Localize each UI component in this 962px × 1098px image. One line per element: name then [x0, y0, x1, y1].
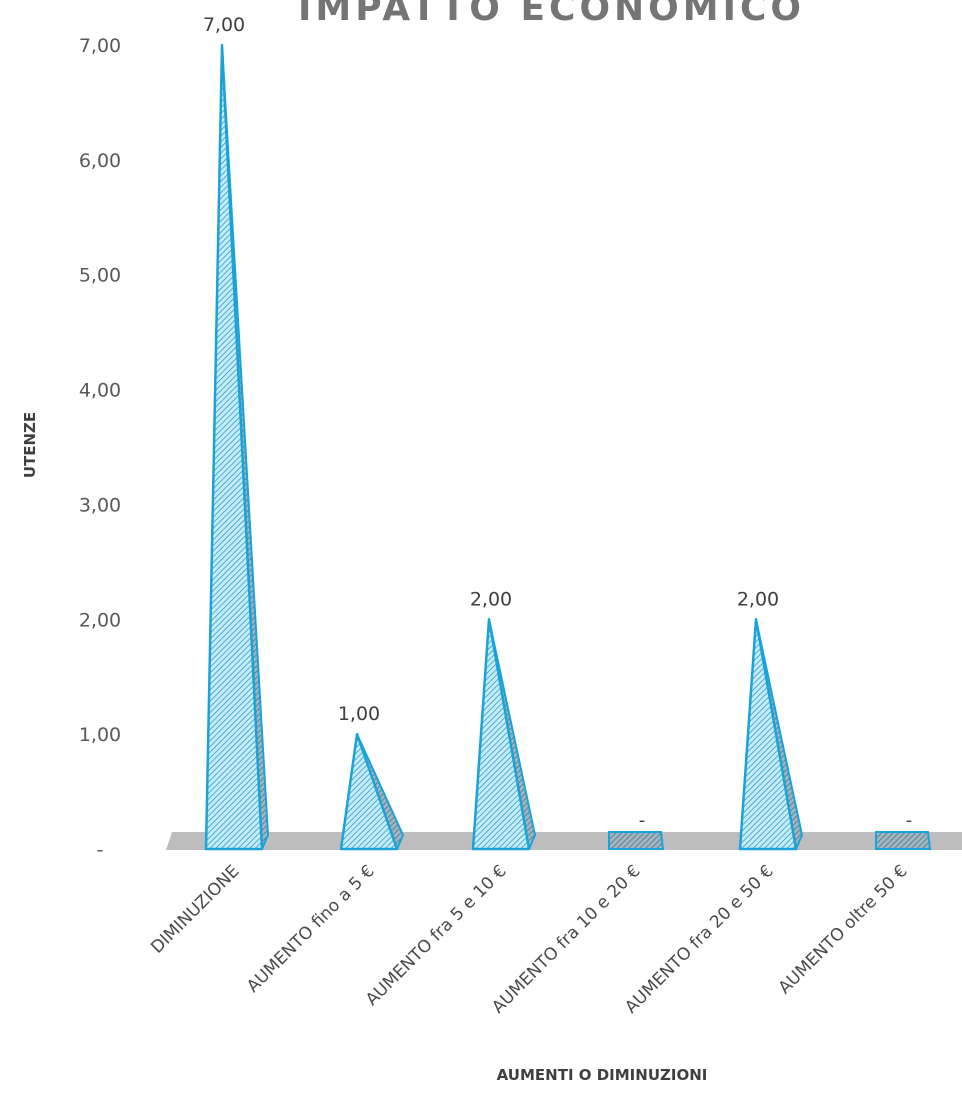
x-tick-label: DIMINUZIONE — [147, 861, 243, 957]
data-label: - — [906, 810, 913, 831]
y-tick-label: 5,00 — [79, 265, 121, 287]
y-tick-label: 2,00 — [79, 609, 121, 631]
chart-marks: 7,00 1,00 2,00 - 2,00 - — [203, 14, 932, 851]
y-tick-label: 7,00 — [79, 35, 121, 57]
x-axis-label: AUMENTI O DIMINUZIONI — [496, 1066, 708, 1084]
bar: - — [608, 810, 665, 850]
bar: 7,00 — [203, 14, 269, 851]
data-label: 1,00 — [338, 703, 380, 725]
bar: - — [875, 810, 932, 850]
y-tick-label: 1,00 — [79, 724, 121, 746]
x-axis: DIMINUZIONE AUMENTO fino a 5 €AUMENTO fra… — [147, 861, 911, 1017]
bar: 2,00 — [737, 588, 803, 851]
chart-floor — [166, 832, 962, 850]
x-tick-label: AUMENTO oltre 50 € — [775, 861, 912, 998]
x-tick-label: AUMENTO fra 5 e 10 € — [362, 861, 511, 1010]
y-tick-label: 4,00 — [79, 380, 121, 402]
data-label: 7,00 — [203, 14, 245, 36]
x-tick-label: AUMENTO fra 10 e 20 € — [488, 861, 644, 1017]
bar: 1,00 — [338, 703, 404, 851]
bar: 2,00 — [470, 588, 536, 851]
y-tick-label: 6,00 — [79, 150, 121, 172]
bar-flat — [608, 831, 665, 850]
chart-title: IMPATTO ECONOMICO — [298, 0, 806, 29]
y-tick-label: - — [97, 839, 104, 861]
bar-face — [339, 732, 399, 851]
bar-face — [204, 43, 264, 851]
y-axis-label: UTENZE — [21, 411, 39, 479]
bar-flat — [875, 831, 932, 850]
x-tick-label: AUMENTO fra 20 e 50 € — [621, 861, 777, 1017]
bar-face — [471, 618, 531, 851]
y-tick-label: 3,00 — [79, 494, 121, 516]
bar-face — [738, 618, 798, 851]
x-tick-label: AUMENTO fino a 5 € — [243, 861, 378, 996]
data-label: - — [639, 810, 646, 831]
data-label: 2,00 — [737, 588, 779, 610]
data-label: 2,00 — [470, 588, 512, 610]
y-axis: - 1,00 2,00 3,00 4,00 5,00 6,00 7,00 — [79, 35, 121, 861]
